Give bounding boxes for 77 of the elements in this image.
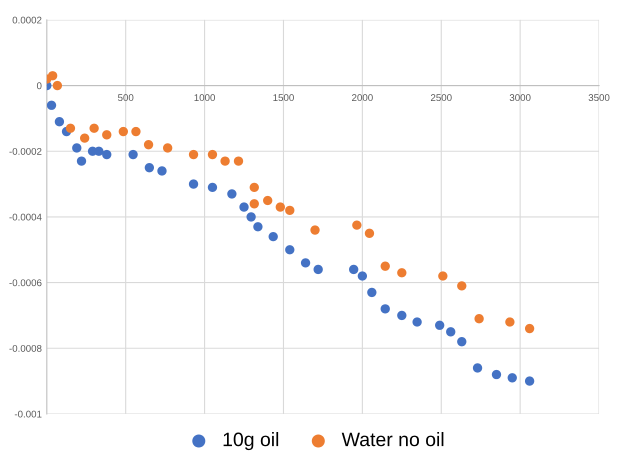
point: [472, 363, 482, 373]
point: [102, 130, 112, 140]
point: [118, 126, 128, 136]
point: [263, 196, 272, 206]
point: [72, 143, 82, 153]
point: [300, 258, 310, 268]
point: [435, 320, 444, 330]
point: [76, 156, 86, 166]
point: [102, 150, 112, 160]
point: [285, 245, 294, 254]
point: [380, 304, 390, 314]
point: [349, 264, 358, 274]
point: [131, 126, 141, 136]
point: [250, 199, 259, 208]
x-tick-label: 3000: [510, 94, 531, 102]
point: [505, 317, 515, 327]
point: [474, 314, 484, 324]
point: [314, 264, 323, 274]
legend-label: 10g oil: [224, 432, 278, 450]
point: [246, 212, 256, 222]
point: [364, 228, 374, 238]
x-tick-label: 1500: [273, 94, 294, 102]
point: [446, 327, 456, 336]
point: [80, 133, 90, 143]
y-tick-label: -0.0004: [9, 214, 42, 221]
y-tick-label: 0: [36, 82, 42, 90]
point: [52, 80, 62, 90]
point: [220, 156, 230, 166]
y-tick-label: -0.0006: [9, 279, 42, 286]
point: [227, 189, 237, 199]
y-tick-label: -0.001: [14, 410, 42, 418]
point: [397, 310, 406, 320]
point: [457, 337, 466, 346]
point: [234, 156, 244, 166]
point: [310, 225, 320, 235]
legend-label: Water no oil: [342, 432, 444, 446]
point: [188, 150, 198, 160]
point: [163, 143, 172, 153]
point: [524, 376, 534, 386]
y-tick-label: 0.0002: [12, 16, 42, 24]
y-tick-label: -0.0008: [9, 344, 42, 352]
point: [144, 140, 154, 150]
point: [508, 373, 517, 382]
point: [492, 370, 502, 380]
point: [358, 271, 368, 281]
x-tick-label: 500: [118, 94, 134, 102]
x-tick-label: 2500: [430, 94, 452, 102]
point: [457, 281, 466, 291]
point: [54, 117, 64, 126]
point: [412, 317, 422, 327]
y-tick-label: -0.0002: [9, 148, 42, 155]
point: [352, 220, 362, 230]
point: [188, 179, 198, 189]
x-tick-label: 2000: [352, 94, 373, 102]
point: [524, 324, 534, 334]
point: [89, 124, 99, 133]
point: [285, 206, 294, 216]
point: [268, 232, 278, 242]
point: [208, 150, 218, 160]
x-tick-label: 1000: [194, 94, 216, 102]
x-tick-label: 3500: [588, 94, 610, 102]
point: [94, 146, 104, 156]
point: [128, 150, 138, 160]
point: [46, 100, 56, 110]
point: [48, 71, 58, 80]
point: [397, 268, 406, 278]
point: [438, 271, 448, 281]
point: [367, 288, 376, 298]
point: [208, 182, 218, 192]
point: [144, 163, 154, 172]
point: [380, 262, 390, 271]
point: [276, 202, 285, 212]
point: [66, 124, 76, 133]
point: [239, 202, 249, 212]
point: [157, 166, 167, 176]
point: [253, 222, 263, 232]
point: [250, 182, 259, 192]
